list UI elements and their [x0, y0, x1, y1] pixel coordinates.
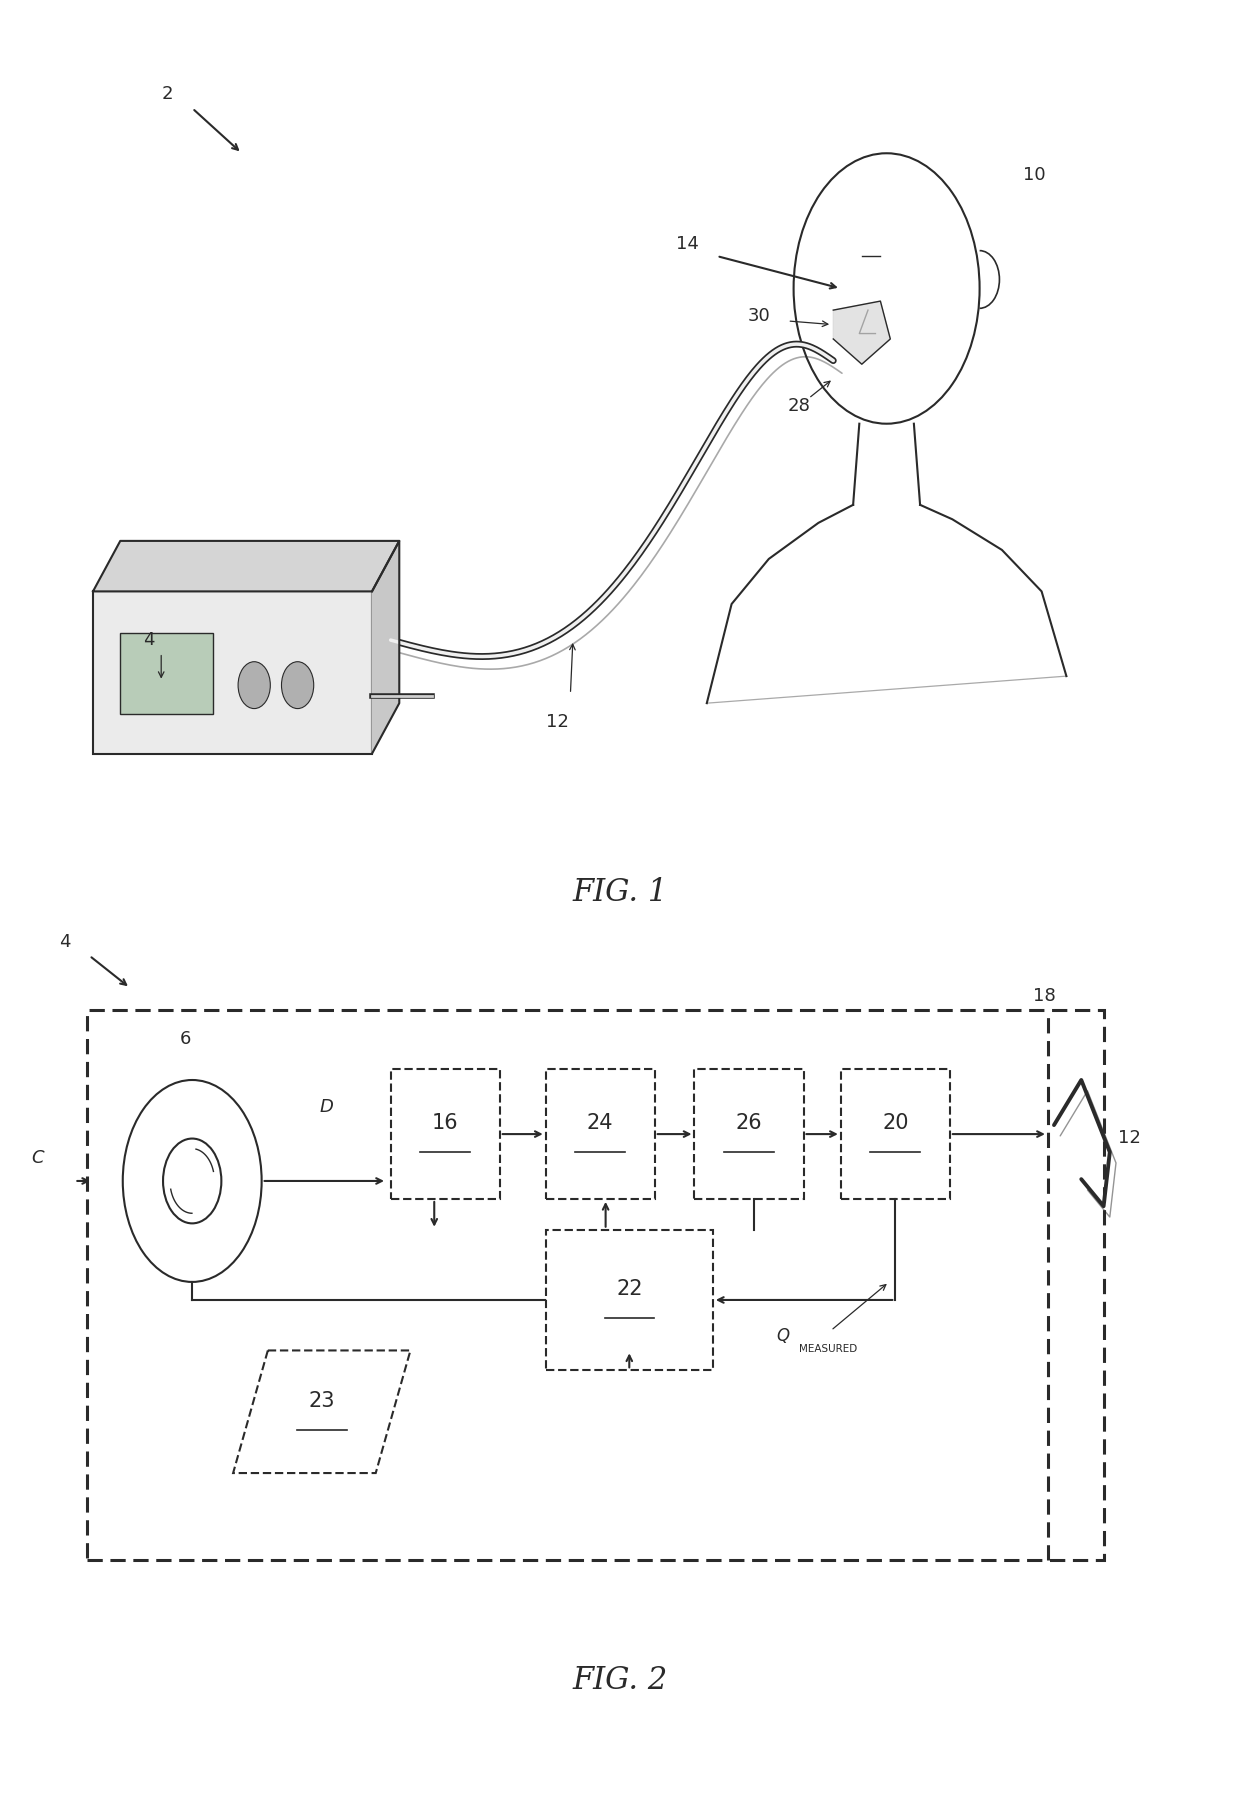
Text: FIG. 2: FIG. 2 — [573, 1664, 667, 1697]
Text: FIG. 1: FIG. 1 — [573, 876, 667, 909]
Text: 12: 12 — [546, 712, 568, 730]
Circle shape — [281, 662, 314, 709]
Text: 16: 16 — [432, 1112, 459, 1134]
Text: 2: 2 — [161, 85, 172, 103]
Text: 14: 14 — [676, 234, 698, 252]
Polygon shape — [233, 1350, 410, 1473]
Text: MEASURED: MEASURED — [799, 1345, 857, 1354]
Text: 18: 18 — [1033, 986, 1055, 1004]
Text: 4: 4 — [60, 932, 71, 950]
Text: 6: 6 — [180, 1030, 191, 1048]
Text: D: D — [320, 1098, 334, 1116]
FancyBboxPatch shape — [546, 1069, 655, 1199]
Text: Q: Q — [776, 1327, 790, 1345]
Text: 12: 12 — [1118, 1129, 1141, 1147]
FancyBboxPatch shape — [120, 633, 213, 714]
Text: 30: 30 — [748, 307, 770, 325]
FancyBboxPatch shape — [694, 1069, 804, 1199]
Polygon shape — [372, 541, 399, 754]
Text: C: C — [31, 1149, 43, 1167]
FancyBboxPatch shape — [93, 591, 372, 754]
Polygon shape — [93, 541, 399, 591]
Text: 26: 26 — [735, 1112, 763, 1134]
Text: 28: 28 — [787, 397, 810, 415]
Text: 10: 10 — [1023, 166, 1045, 184]
Text: 22: 22 — [616, 1278, 642, 1300]
FancyBboxPatch shape — [87, 1010, 1104, 1560]
Circle shape — [238, 662, 270, 709]
Polygon shape — [833, 301, 890, 364]
FancyBboxPatch shape — [546, 1230, 713, 1370]
FancyBboxPatch shape — [391, 1069, 500, 1199]
Text: 23: 23 — [309, 1390, 335, 1412]
Text: 4: 4 — [143, 631, 154, 649]
Text: 20: 20 — [882, 1112, 909, 1134]
FancyBboxPatch shape — [841, 1069, 950, 1199]
Text: 24: 24 — [587, 1112, 614, 1134]
